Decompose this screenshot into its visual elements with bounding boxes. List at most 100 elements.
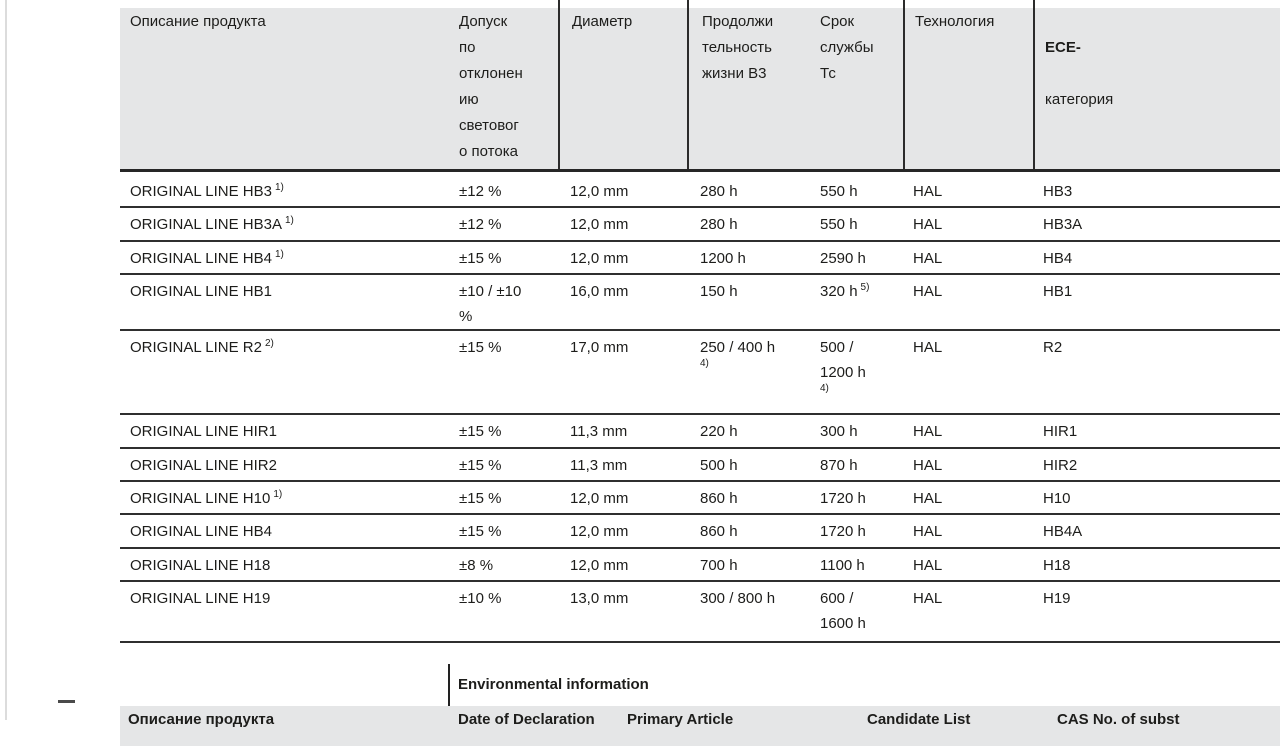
table-cell: HAL: [913, 489, 943, 507]
table-cell: ±15 %: [459, 456, 502, 474]
table-cell: ±10 / ±10 %: [459, 283, 522, 326]
table-cell: 1100 h: [820, 556, 865, 574]
env-section-title: Environmental information: [458, 676, 649, 693]
table-cell: HIR2: [1043, 456, 1078, 474]
table-cell: H18: [1043, 556, 1071, 574]
table-cell: 220 h: [700, 423, 738, 441]
table-cell: R2: [1043, 339, 1063, 357]
header-technology: Технология: [903, 0, 1033, 169]
table-row: ORIGINAL LINE H18 ±8 % 12,0 mm 700 h 1100 h H…: [120, 549, 1280, 583]
table-cell: 500 h: [700, 456, 738, 474]
header-product: Описание продукта: [130, 13, 266, 30]
table-cell: 12,0 mm: [570, 523, 629, 541]
table-row: ORIGINAL LINE HB4 1) ±15 % 12,0 mm 1200 h 259…: [120, 242, 1280, 276]
table-cell: 17,0 mm: [570, 339, 629, 357]
table-cell: 300 / 800 h: [700, 590, 776, 608]
table-cell: HAL: [913, 456, 943, 474]
table-cell: 280 h: [700, 183, 738, 200]
header-background: [120, 8, 1280, 169]
table-cell: 700 h: [700, 556, 738, 574]
table-cell: 1720 h: [820, 523, 866, 541]
table-row: ORIGINAL LINE H19 ±10 % 13,0 mm 300 / 800 h…: [120, 582, 1280, 644]
table-cell: ±15 %: [459, 489, 502, 507]
footnote-ref: 5): [860, 282, 870, 294]
table-row: ORIGINAL LINE H10 1) ±15 % 12,0 mm 860 h 1720…: [120, 482, 1280, 516]
table-cell: ±12 %: [459, 216, 502, 234]
footnote-ref: 1): [273, 488, 283, 500]
product-table-header: Описание продукта Допуск по отклонен ию …: [120, 0, 1280, 172]
table-cell: 300 h: [820, 423, 858, 441]
table-cell: ORIGINAL LINE HB1: [130, 283, 272, 301]
table-cell: 12,0 mm: [570, 489, 629, 507]
table-cell: 12,0 mm: [570, 249, 629, 267]
table-cell: 13,0 mm: [570, 590, 629, 608]
table-row: ORIGINAL LINE R2 2) ±15 % 17,0 mm 250 / 400 …: [120, 331, 1280, 416]
table-cell: 860 h: [700, 523, 738, 541]
header-ece-category: ECE- категория: [1033, 0, 1280, 169]
footnote-ref: 1): [285, 215, 294, 227]
margin-dash-mark: [58, 700, 75, 703]
table-cell: HB3: [1043, 183, 1073, 200]
footnote-ref: 4): [700, 358, 709, 370]
footnote-ref: 4): [820, 383, 829, 395]
table-cell: HAL: [913, 283, 943, 301]
table-cell: HAL: [913, 523, 943, 541]
table-cell: HB4A: [1043, 523, 1083, 541]
header-diameter: Диаметр: [558, 0, 687, 169]
table-cell: 870 h: [820, 456, 858, 474]
table-cell: ±12 %: [459, 183, 502, 200]
header-ece-line2: категория: [1045, 91, 1114, 108]
table-cell: ±10 %: [459, 590, 502, 608]
table-cell: 1720 h: [820, 489, 866, 507]
table-cell: 320 h 5): [820, 282, 870, 301]
table-cell: 250 / 400 h 4): [687, 331, 817, 413]
table-cell: ±15 %: [459, 523, 502, 541]
table-cell: 280 h: [700, 216, 738, 234]
table-row: ORIGINAL LINE HB3 1) ±12 % 12,0 mm 280 h 550 …: [120, 175, 1280, 209]
table-cell: HAL: [913, 423, 943, 441]
table-cell: HB3A: [1043, 216, 1083, 234]
table-cell: 16,0 mm: [570, 283, 629, 301]
footnote-ref: 1): [275, 248, 284, 260]
table-row: ORIGINAL LINE HIR1 ±15 % 11,3 mm 220 h 300 h…: [120, 415, 1280, 449]
table-cell: ORIGINAL LINE HIR1: [130, 423, 277, 441]
table-cell: ±15 %: [459, 249, 502, 267]
table-cell: 12,0 mm: [570, 556, 629, 574]
table-row: ORIGINAL LINE HB1 ±10 / ±10 % 16,0 mm 150 h…: [120, 275, 1280, 332]
table-row: ORIGINAL LINE HB4 ±15 % 12,0 mm 860 h 1720 h…: [120, 515, 1280, 549]
table-cell: ORIGINAL LINE HIR2: [130, 456, 277, 474]
table-cell: 11,3 mm: [570, 456, 628, 474]
table-row: ORIGINAL LINE HB3A 1) ±12 % 12,0 mm 280 h 550…: [120, 208, 1280, 242]
table-cell: HAL: [913, 339, 943, 357]
product-table-body: ORIGINAL LINE HB3 1) ±12 % 12,0 mm 280 h 550 …: [120, 175, 1280, 644]
table-cell: ±8 %: [459, 556, 494, 574]
header-lifetime-tc: Срок службы Тс: [820, 13, 874, 82]
table-cell: 12,0 mm: [570, 216, 629, 234]
table-cell: HB1: [1043, 283, 1073, 301]
table-cell: HIR1: [1043, 423, 1078, 441]
table-cell: H19: [1043, 590, 1071, 608]
document-page: Описание продукта Допуск по отклонен ию …: [5, 0, 1280, 746]
header-ece-line1: ECE-: [1045, 39, 1081, 56]
table-cell: ORIGINAL LINE H19: [130, 590, 271, 608]
table-cell: 12,0 mm: [570, 183, 629, 200]
header-tolerance: Допуск по отклонен ию световог о потока: [459, 13, 523, 160]
env-section-divider: [448, 664, 450, 720]
table-cell: 550 h: [820, 183, 858, 200]
table-cell: 11,3 mm: [570, 423, 628, 441]
table-cell: ORIGINAL LINE HB3A 1): [130, 215, 294, 234]
table-cell: ORIGINAL LINE R2 2): [130, 338, 274, 357]
table-cell: 860 h: [700, 489, 738, 507]
table-row: ORIGINAL LINE HIR2 ±15 % 11,3 mm 500 h 870 h…: [120, 449, 1280, 482]
table-cell: HB4: [1043, 249, 1073, 267]
table-cell: 150 h: [700, 283, 738, 301]
table-cell: HAL: [913, 590, 943, 608]
table-cell: ±15 %: [459, 339, 502, 357]
table-cell: HAL: [913, 556, 943, 574]
table-cell: ±15 %: [459, 423, 502, 441]
footnote-ref: 1): [275, 182, 284, 193]
table-cell: ORIGINAL LINE HB3 1): [130, 182, 284, 200]
footnote-ref: 2): [264, 338, 274, 350]
table-cell: ORIGINAL LINE H18: [130, 556, 271, 574]
table-cell: 500 / 1200 h 4): [817, 331, 903, 413]
